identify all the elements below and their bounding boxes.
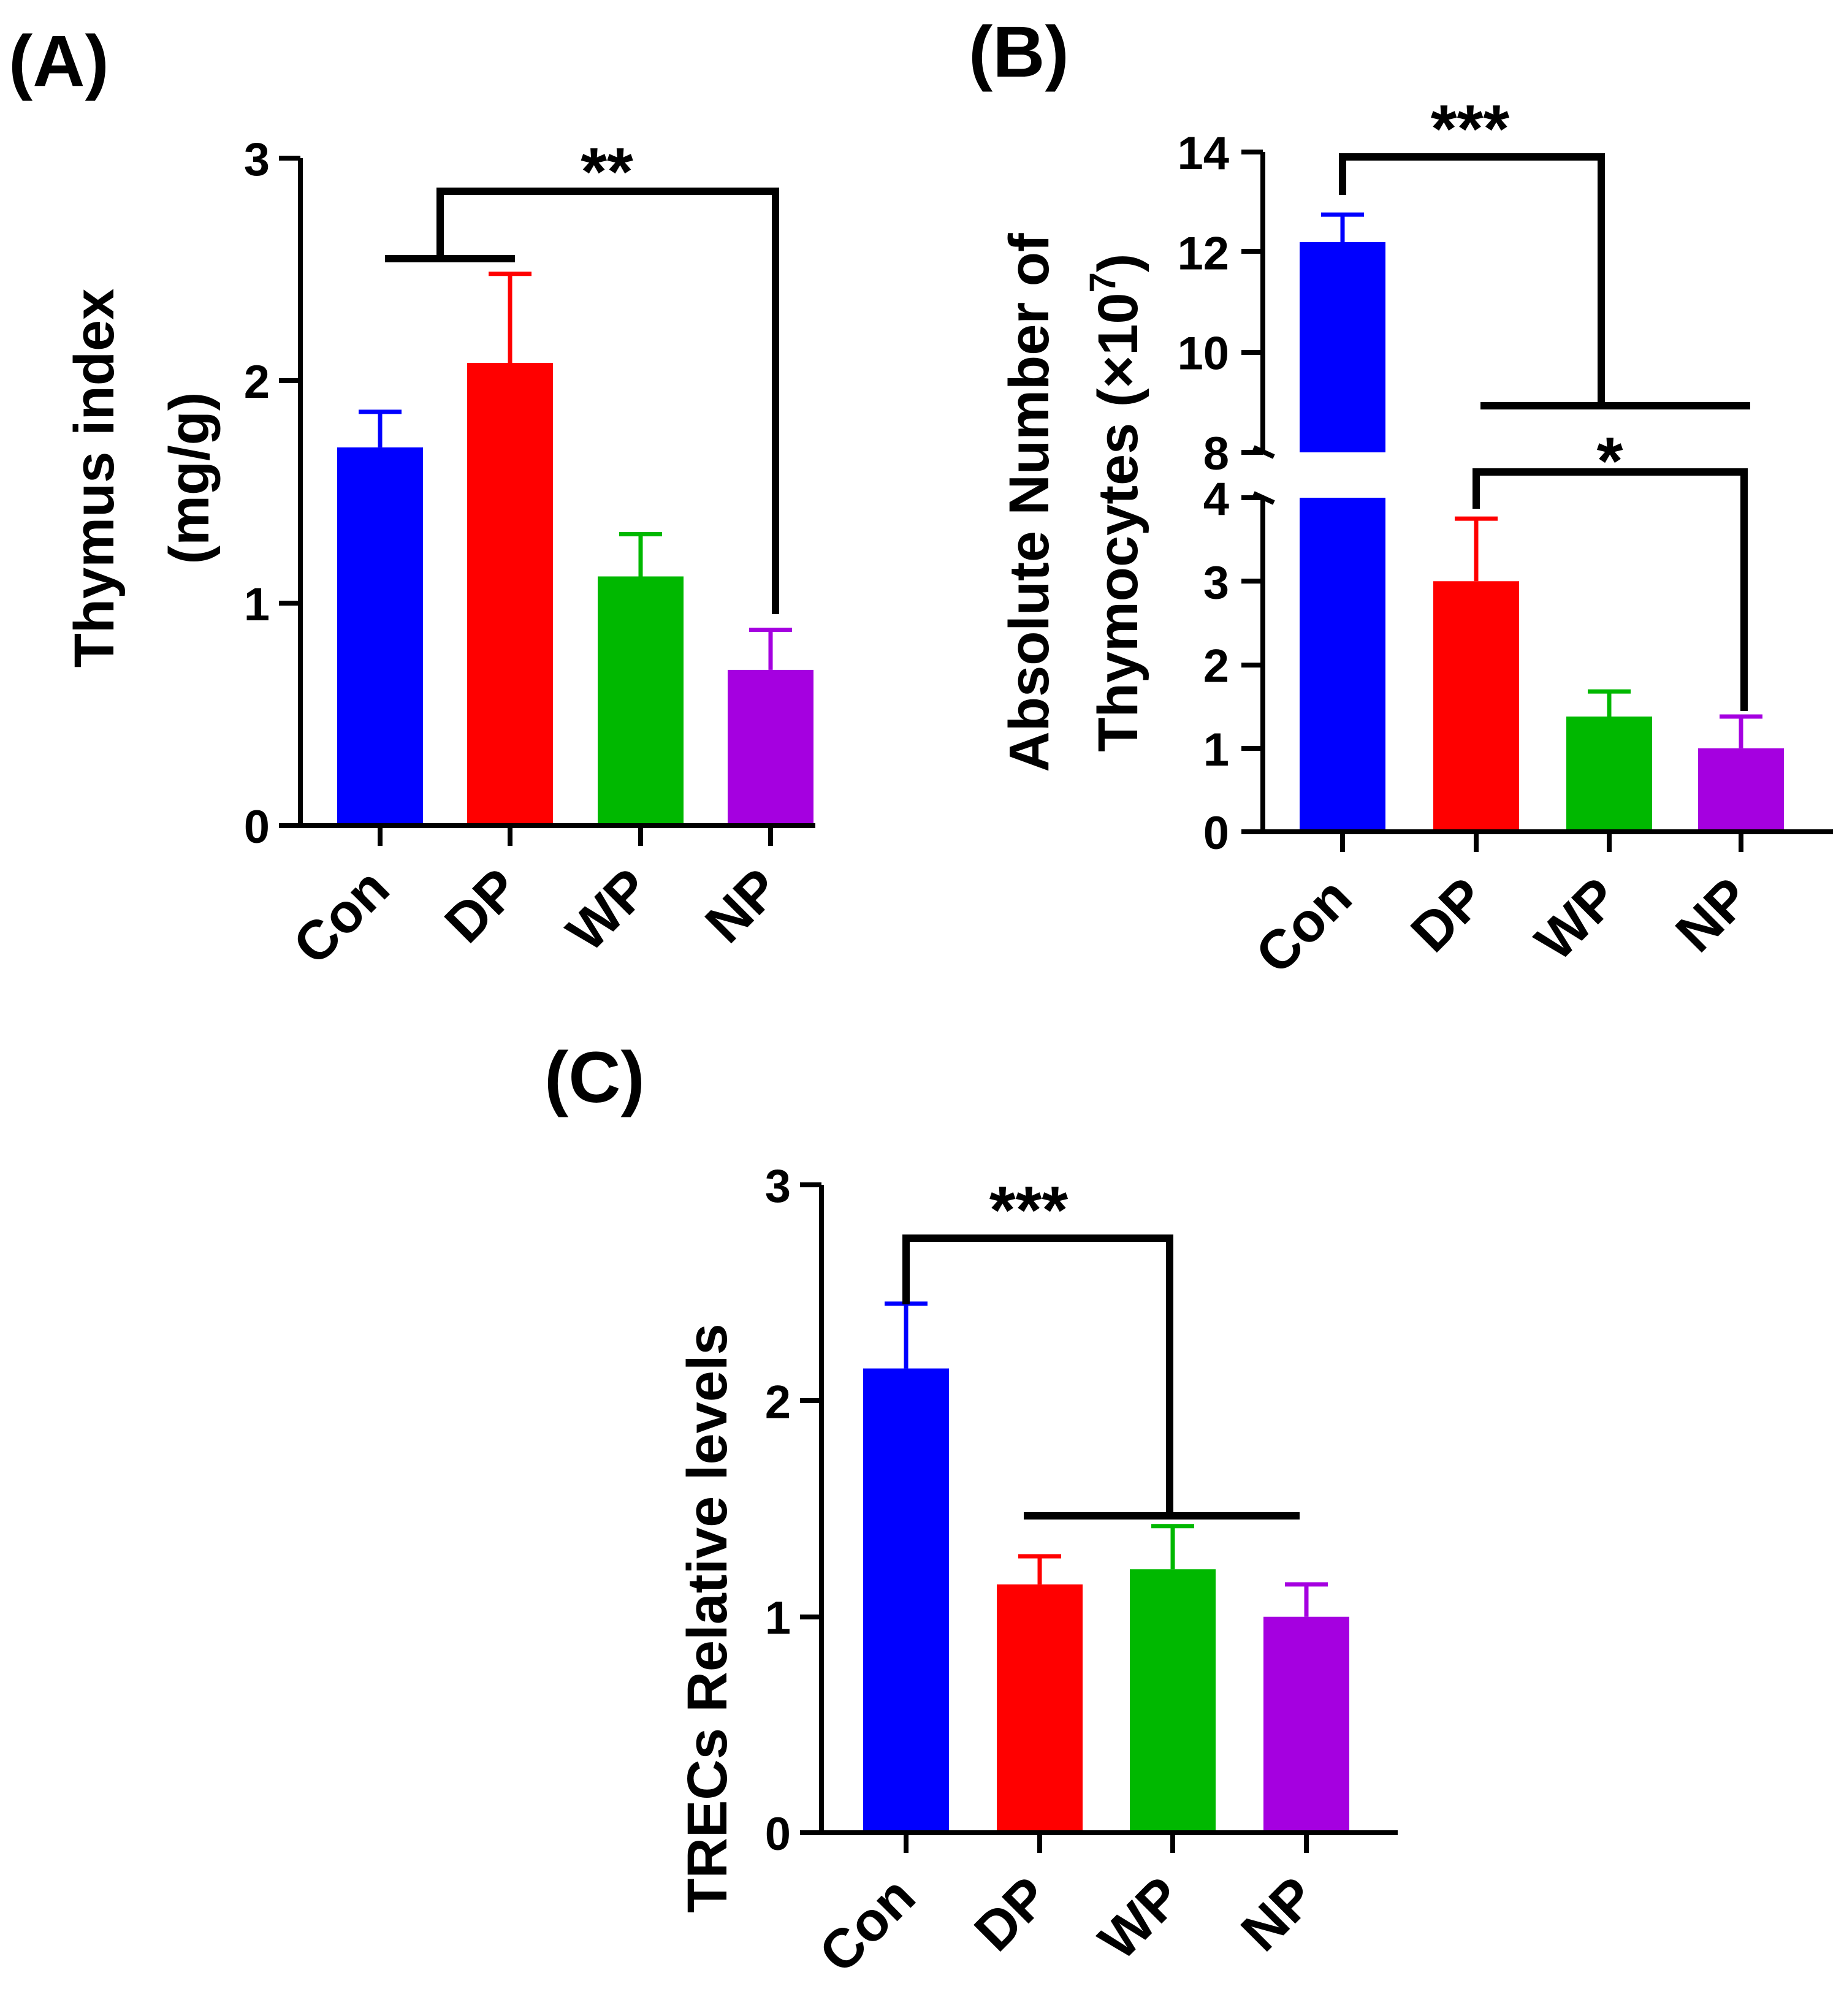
panel-c-error-bar-con <box>885 1301 928 1369</box>
panel-a-ytick: 0 <box>244 801 270 853</box>
panel-c: (C) TRECs Relative levels 0 1 2 3 Con DP WP NP… <box>544 1037 1398 1985</box>
panel-b-bar-con-upper <box>1300 242 1385 452</box>
panel-b-error-bar-dp <box>1455 516 1498 582</box>
panel-b-ytick-upper: 14 <box>1177 127 1229 180</box>
panel-c-category-label-np: NP <box>1230 1865 1327 1963</box>
panel-b-ylabel-line2-text: Thymocytes (×10 <box>1087 292 1149 751</box>
panel-a-category-label-con: Con <box>282 857 401 976</box>
panel-a-category-label-wp: WP <box>555 857 661 963</box>
panel-c-error-bar-wp <box>1151 1524 1194 1570</box>
panel-c-bar-dp <box>997 1584 1083 1833</box>
panel-a-sig-bracket <box>385 188 779 614</box>
panel-a-category-label-dp: DP <box>433 857 531 954</box>
panel-c-category-label-con: Con <box>808 1865 927 1984</box>
panel-b-bar-np <box>1698 748 1784 832</box>
panel-b-x-axis <box>1263 829 1833 852</box>
panel-b-ytick-lower: 4 <box>1203 473 1229 525</box>
panel-b-label: (B) <box>969 12 1069 93</box>
panel-b-sig-bracket-2 <box>1473 468 1748 711</box>
panel-c-ylabel: TRECs Relative levels <box>676 1323 739 1912</box>
panel-c-ytick: 0 <box>765 1808 791 1860</box>
panel-c-ytick: 2 <box>765 1376 791 1428</box>
panel-c-y-axis <box>800 1182 824 1835</box>
panel-b-error-bar-wp <box>1588 689 1631 717</box>
panel-a-x-axis <box>300 823 815 846</box>
panel-c-category-label-dp: DP <box>963 1865 1061 1963</box>
panel-b-ytick-lower: 1 <box>1203 724 1229 776</box>
panel-c-error-bar-dp <box>1018 1554 1061 1584</box>
panel-c-category-label-wp: WP <box>1088 1865 1194 1971</box>
panel-b-category-label-np: NP <box>1664 866 1762 964</box>
panel-b-bar-wp <box>1566 716 1652 832</box>
panel-b-sig-label-1: *** <box>1431 91 1510 167</box>
panel-b-y-axis-lower <box>1241 495 1265 834</box>
panel-b-axis-break-marks <box>1252 445 1275 505</box>
panel-c-error-bar-np <box>1285 1582 1328 1617</box>
panel-a-ytick: 2 <box>244 356 270 408</box>
panel-b-category-label-dp: DP <box>1400 866 1497 964</box>
panel-c-x-axis <box>821 1830 1398 1853</box>
panel-b-category-label-con: Con <box>1244 866 1363 985</box>
panel-b-bar-dp <box>1433 581 1519 832</box>
panel-b-ytick-lower: 2 <box>1203 641 1229 693</box>
panel-c-bar-con <box>863 1368 949 1833</box>
panel-b-category-label-wp: WP <box>1524 866 1630 972</box>
panel-a-error-bar-dp <box>489 272 531 363</box>
panel-a-error-bar-con <box>359 409 402 447</box>
panel-a-bar-np <box>728 669 813 826</box>
panel-a-ytick: 3 <box>244 134 270 186</box>
panel-b-sig-label-2: * <box>1597 424 1623 499</box>
panel-b-error-bar-con <box>1321 212 1364 242</box>
panel-a-bar-con <box>337 447 423 826</box>
panel-b-ytick-lower: 3 <box>1203 557 1229 609</box>
panel-a-sig-label: ** <box>581 134 633 210</box>
panel-b-ytick-upper: 10 <box>1177 328 1229 380</box>
panel-b-ylabel-line1: Absolute Number of <box>998 233 1061 772</box>
panel-a: (A) Thymus index (mg/g) 0 1 2 3 Con DP WP NP *… <box>9 21 815 976</box>
panel-b-ytick-lower: 0 <box>1203 807 1229 859</box>
panel-b-bar-con-lower <box>1300 498 1385 832</box>
panel-a-label: (A) <box>9 21 109 102</box>
panel-c-ytick: 3 <box>765 1160 791 1212</box>
panel-a-category-label-np: NP <box>694 857 791 954</box>
panel-b-y-axis-upper <box>1241 150 1265 455</box>
panel-a-bar-wp <box>598 576 684 826</box>
panel-c-sig-label: *** <box>989 1173 1069 1248</box>
panel-b-ylabel-line2: Thymocytes (×107) <box>1082 253 1149 751</box>
panel-b-error-bar-np <box>1720 714 1762 748</box>
panel-a-y-axis <box>279 156 303 828</box>
panel-c-sig-bracket <box>902 1234 1300 1520</box>
panel-a-ylabel-line2: (mg/g) <box>158 392 221 564</box>
panel-b-ylabel-close: ) <box>1087 253 1149 272</box>
panel-c-ytick: 1 <box>765 1592 791 1645</box>
panel-b-ytick-upper: 12 <box>1177 227 1229 280</box>
panel-a-bar-dp <box>467 362 553 826</box>
panel-a-ylabel-line1: Thymus index <box>63 289 126 668</box>
panel-a-ytick: 1 <box>244 579 270 631</box>
panel-b-sig-bracket-1 <box>1339 153 1750 409</box>
panel-a-error-bar-np <box>749 628 792 670</box>
panel-c-bar-wp <box>1130 1569 1216 1833</box>
panel-c-bar-np <box>1263 1616 1349 1833</box>
panel-b-ytick-upper: 8 <box>1203 428 1229 480</box>
panel-c-label: (C) <box>544 1037 645 1118</box>
panel-b-ylabel-superscript: 7 <box>1082 272 1123 292</box>
panel-b: (B) Absolute Number of Thymocytes (×107)… <box>969 12 1833 986</box>
panel-a-error-bar-wp <box>619 531 662 577</box>
